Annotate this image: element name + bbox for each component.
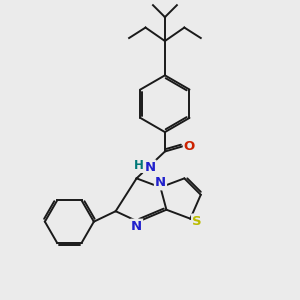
Text: O: O [184,140,195,153]
Text: N: N [155,176,166,189]
Text: H: H [134,159,144,172]
Text: N: N [144,160,156,173]
Text: S: S [192,214,202,228]
Text: N: N [131,220,142,232]
